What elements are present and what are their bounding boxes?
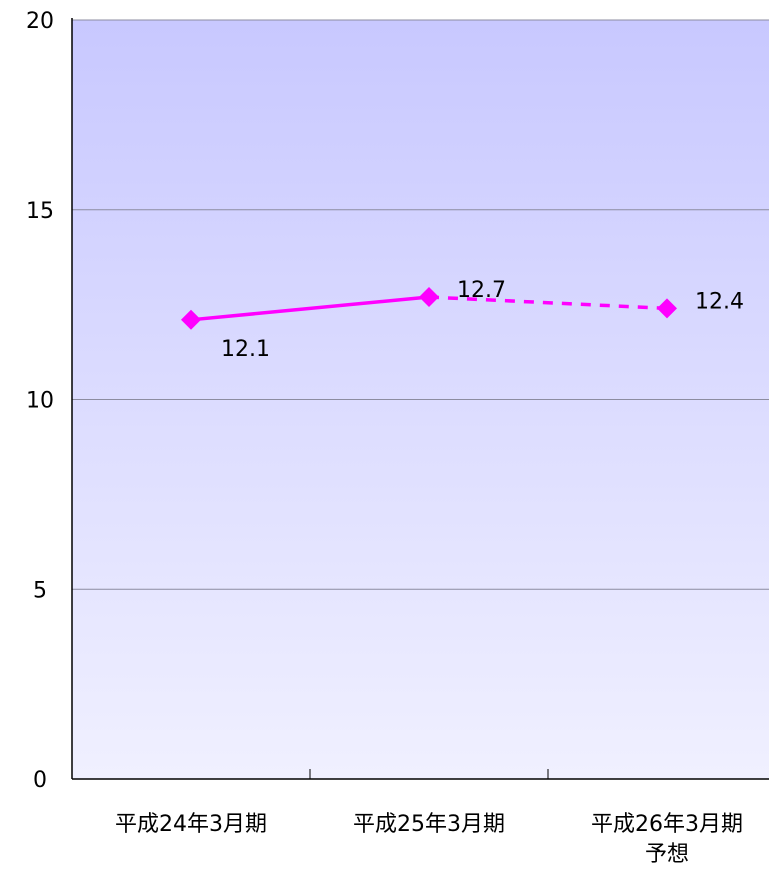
y-tick-label: 20 (26, 9, 54, 34)
x-tick-label: 平成25年3月期 (353, 812, 505, 837)
data-label: 12.1 (221, 337, 270, 362)
marker (419, 287, 439, 308)
marker (657, 298, 677, 319)
y-tick-label: 15 (26, 199, 54, 224)
y-tick-label: 10 (26, 389, 54, 414)
x-tick-label: 平成24年3月期 (115, 812, 267, 837)
line (190, 295, 430, 322)
data-label: 12.4 (695, 289, 744, 314)
line-dashed (428, 295, 668, 311)
data-label: 12.7 (457, 278, 506, 303)
y-tick-label: 0 (33, 768, 47, 793)
x-tick-label: 平成26年3月期 予想 (591, 812, 743, 867)
marker (181, 309, 201, 330)
y-tick-label: 5 (33, 578, 47, 603)
